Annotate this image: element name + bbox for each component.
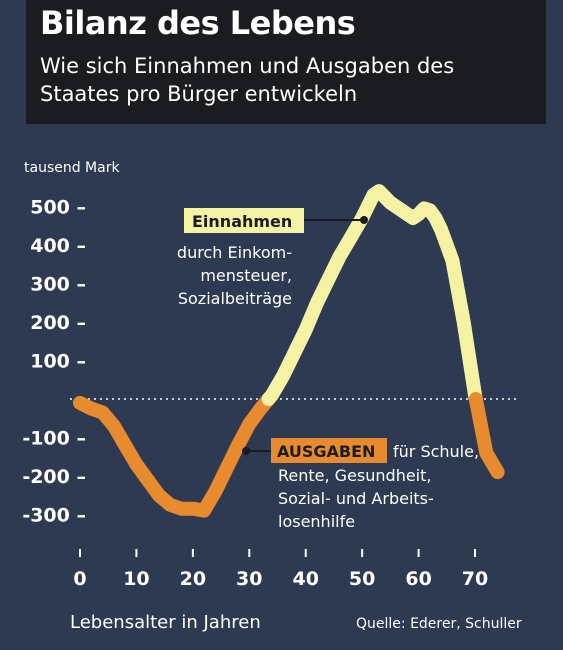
- income-annotation-line: mensteuer,: [200, 266, 292, 285]
- x-tick-label: 10: [123, 568, 149, 590]
- y-tick-label: 400 –: [30, 235, 86, 257]
- x-axis-ticks: 0 10 20 30 40 50 60 70: [73, 549, 488, 590]
- expense-key-suffix: für Schule,: [393, 442, 479, 461]
- y-tick-label: 100 –: [30, 351, 86, 373]
- y-axis-unit-label: tausend Mark: [24, 160, 120, 176]
- income-key-box: [184, 208, 304, 233]
- y-tick-label: -300 –: [22, 505, 86, 527]
- y-axis-ticks: -300 – -200 – -100 – 100 – 200 – 300 – 400 – 50…: [22, 197, 86, 527]
- x-tick-label: 0: [73, 568, 86, 590]
- x-tick-label: 20: [180, 568, 206, 590]
- x-tick-label: 50: [349, 568, 375, 590]
- source-label: Quelle: Ederer, Schuller: [356, 616, 522, 632]
- y-tick-label: 300 –: [30, 274, 86, 296]
- x-tick-label: 60: [405, 568, 431, 590]
- chart-title: Bilanz des Lebens: [40, 4, 356, 42]
- y-tick-label: -100 –: [22, 428, 86, 450]
- expense-key-label: AUSGABEN: [277, 442, 375, 461]
- x-tick-label: 40: [292, 568, 318, 590]
- header-panel: Bilanz des Lebens Wie sich Einnahmen und…: [26, 0, 546, 124]
- expense-leader-dot: [242, 447, 250, 455]
- expense-key-box: [271, 438, 387, 463]
- series-group: [73, 184, 505, 518]
- income-annotation-line: durch Einkom-: [177, 243, 292, 262]
- income-key-label: Einnahmen: [192, 212, 292, 231]
- chart-subtitle: Wie sich Einnahmen und Ausgaben des Staa…: [40, 54, 455, 106]
- expense-line: [468, 392, 505, 480]
- y-tick-label: -200 –: [22, 466, 86, 488]
- x-tick-label: 30: [236, 568, 262, 590]
- expense-annotation-line: losenhilfe: [278, 512, 355, 531]
- annotations-group: Einnahmen durch Einkom-mensteuer, Sozialbe…: [177, 208, 479, 531]
- y-tick-label: 500 –: [30, 197, 86, 219]
- y-tick-label: 200 –: [30, 312, 86, 334]
- expense-annotation-line: Rente, Gesundheit,: [278, 466, 431, 485]
- income-leader-dot: [360, 216, 368, 224]
- x-tick-label: 70: [462, 568, 488, 590]
- income-annotation-line: Sozialbeiträge: [178, 289, 292, 308]
- income-line: [261, 184, 483, 406]
- expense-line: [73, 392, 276, 518]
- expense-annotation-line: Sozial- und Arbeits-: [278, 489, 434, 508]
- x-axis-label: Lebensalter in Jahren: [70, 612, 261, 633]
